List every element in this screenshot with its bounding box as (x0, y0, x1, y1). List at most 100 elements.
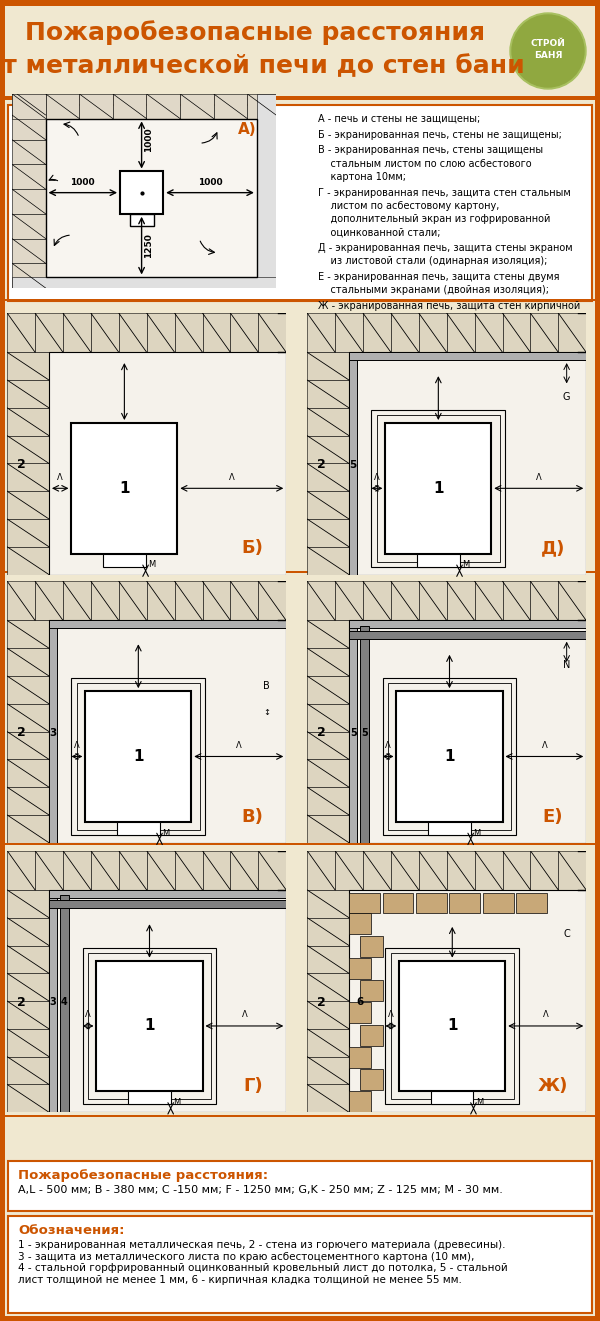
Bar (383, 678, 517, 835)
Bar (307, 491, 349, 519)
Text: Б): Б) (242, 539, 263, 557)
Text: 4: 4 (61, 997, 68, 1008)
Bar (0, 0, 600, 7)
Bar (97, 960, 203, 1091)
Text: 5: 5 (361, 728, 368, 738)
Bar (175, 313, 203, 353)
Bar (259, 581, 286, 621)
Bar (559, 313, 586, 353)
Bar (391, 952, 514, 1099)
Text: 3: 3 (50, 997, 56, 1008)
Bar (530, 581, 559, 621)
Circle shape (512, 15, 584, 87)
Text: Пожаробезопасные расстояния: Пожаробезопасные расстояния (25, 21, 485, 45)
Bar (419, 581, 447, 621)
Text: от металлической печи до стен бани: от металлической печи до стен бани (0, 54, 525, 78)
Bar (360, 1069, 383, 1090)
Bar (7, 380, 49, 408)
Bar (7, 581, 35, 621)
Bar (307, 946, 349, 974)
Bar (428, 822, 470, 835)
Bar (49, 621, 286, 629)
Bar (60, 896, 68, 1112)
Bar (203, 851, 230, 890)
Bar (307, 581, 335, 621)
Bar (12, 214, 46, 239)
Bar (7, 1057, 49, 1085)
Bar (349, 1091, 371, 1112)
Bar (7, 1001, 49, 1029)
Bar (7, 676, 49, 704)
Bar (130, 214, 154, 226)
Text: N: N (563, 660, 571, 670)
Bar (307, 760, 349, 787)
Bar (175, 581, 203, 621)
Bar (8, 1217, 592, 1313)
Bar (230, 313, 259, 353)
Bar (12, 115, 46, 140)
Bar (307, 353, 349, 380)
Bar (7, 436, 49, 464)
Text: стальным листом по слою асбестового: стальным листом по слою асбестового (318, 159, 532, 169)
Bar (35, 851, 63, 890)
Text: Λ: Λ (229, 473, 235, 482)
Bar (77, 683, 200, 830)
Bar (349, 631, 586, 639)
Text: стальными экранами (двойная изоляция);: стальными экранами (двойная изоляция); (318, 285, 549, 295)
Bar (0, 843, 600, 845)
Text: M: M (148, 560, 155, 569)
Text: Г): Г) (243, 1077, 263, 1095)
Bar (7, 491, 49, 519)
Text: 2: 2 (317, 996, 326, 1009)
Bar (230, 581, 259, 621)
Bar (385, 423, 491, 553)
Text: M: M (173, 1098, 181, 1107)
Bar (7, 1029, 49, 1057)
Text: В - экранированная печь, стены защищены: В - экранированная печь, стены защищены (318, 145, 543, 156)
Bar (377, 415, 500, 561)
Text: 1: 1 (444, 749, 455, 764)
Bar (83, 947, 217, 1104)
Bar (119, 851, 147, 890)
Text: M: M (476, 1098, 484, 1107)
Text: 1: 1 (447, 1018, 458, 1033)
Text: Λ: Λ (388, 1011, 394, 1020)
Circle shape (510, 13, 586, 89)
Bar (7, 890, 49, 918)
Bar (447, 581, 475, 621)
Bar (257, 94, 276, 288)
Text: В: В (263, 680, 270, 691)
Text: 2: 2 (17, 996, 26, 1009)
Text: 2: 2 (17, 727, 26, 740)
Bar (113, 94, 146, 119)
Bar (349, 621, 586, 629)
Bar (49, 896, 58, 1112)
Text: G: G (563, 392, 571, 402)
Bar (335, 581, 363, 621)
Text: Д): Д) (541, 539, 565, 557)
Bar (349, 958, 371, 979)
Text: кладкой (не менее 55 мм).: кладкой (не менее 55 мм). (318, 314, 468, 324)
Bar (349, 358, 358, 575)
Bar (12, 189, 46, 214)
Bar (307, 787, 349, 815)
Bar (307, 547, 349, 575)
Bar (0, 299, 600, 301)
Bar (12, 239, 46, 263)
Bar (35, 313, 63, 353)
Bar (349, 1046, 371, 1067)
Bar (307, 464, 349, 491)
Bar (7, 313, 35, 353)
Bar (203, 313, 230, 353)
Bar (7, 815, 49, 843)
Bar (0, 0, 600, 7)
Text: Λ: Λ (85, 1011, 91, 1020)
Text: 1000: 1000 (197, 178, 223, 188)
Bar (503, 851, 530, 890)
Bar (247, 94, 281, 119)
Bar (475, 581, 503, 621)
Bar (35, 581, 63, 621)
Bar (147, 851, 175, 890)
Bar (399, 960, 505, 1091)
Bar (559, 851, 586, 890)
